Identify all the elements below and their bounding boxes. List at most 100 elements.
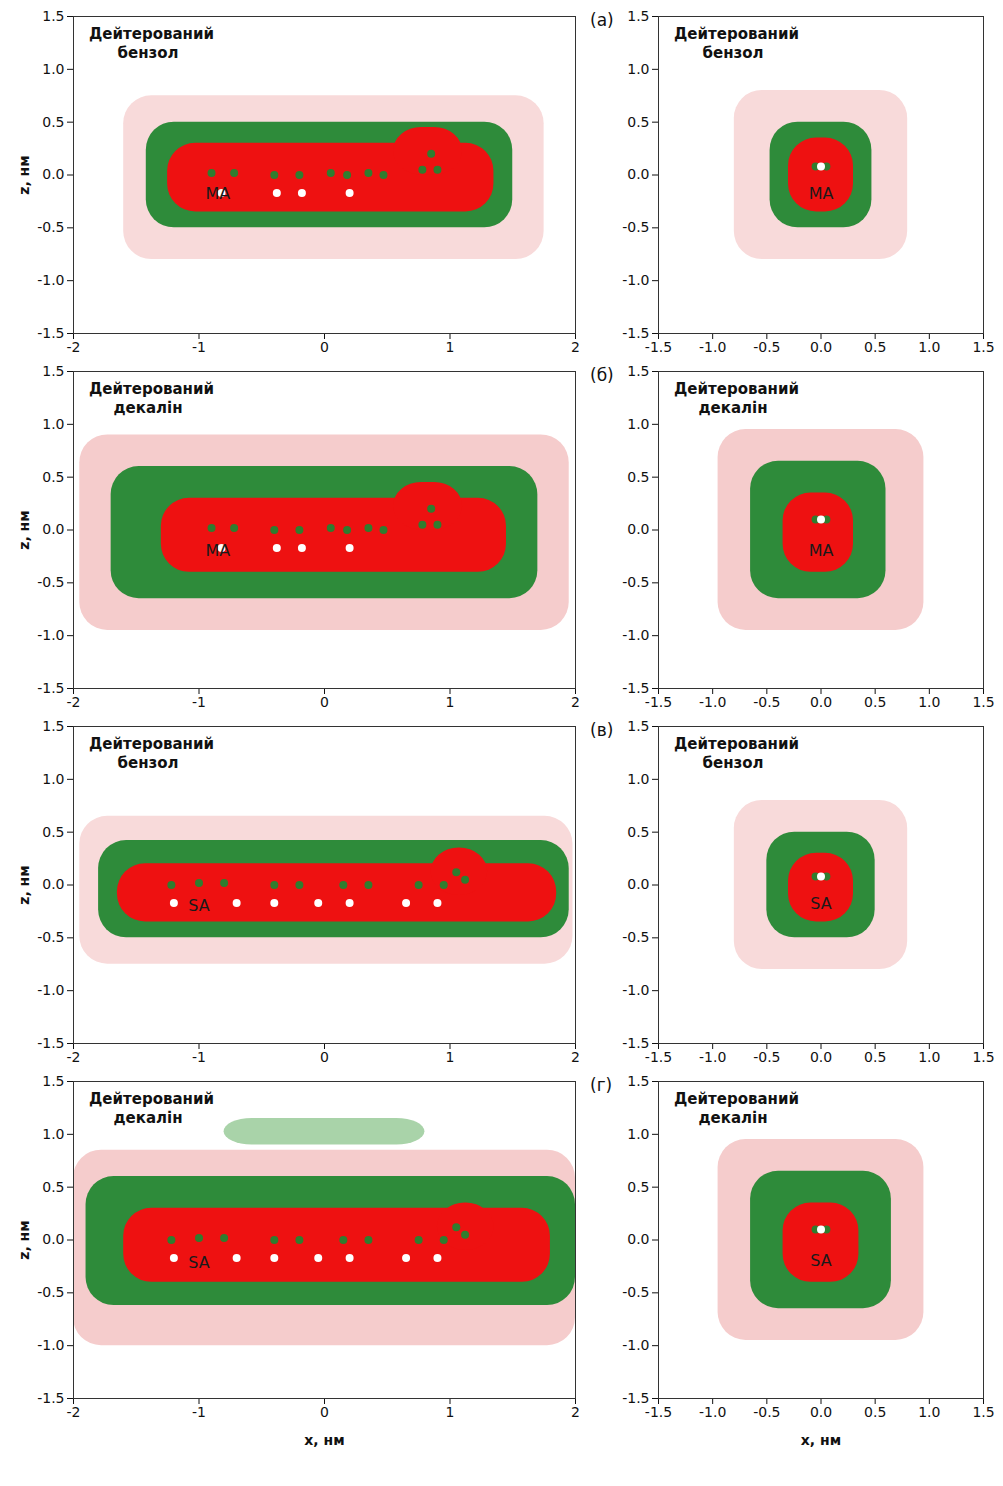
svg-text:z, нм: z, нм (16, 510, 32, 549)
svg-text:z, нм: z, нм (16, 155, 32, 194)
svg-text:-0.5: -0.5 (37, 219, 64, 235)
svg-text:SA: SA (188, 1253, 209, 1272)
svg-text:1.0: 1.0 (918, 1404, 940, 1420)
svg-text:MA: MA (205, 541, 230, 560)
svg-text:1.5: 1.5 (972, 1049, 994, 1065)
svg-text:1.0: 1.0 (627, 1126, 649, 1142)
svg-text:0.5: 0.5 (864, 694, 886, 710)
svg-text:0.5: 0.5 (42, 469, 64, 485)
svg-text:0: 0 (320, 694, 329, 710)
svg-text:-1: -1 (192, 1404, 206, 1420)
svg-text:0.5: 0.5 (627, 824, 649, 840)
svg-text:-1: -1 (192, 1049, 206, 1065)
svg-text:1.5: 1.5 (627, 363, 649, 379)
svg-text:MA: MA (809, 541, 834, 560)
svg-text:-0.5: -0.5 (753, 1404, 780, 1420)
svg-text:-1.0: -1.0 (37, 982, 64, 998)
svg-text:-1.5: -1.5 (645, 1404, 672, 1420)
svg-text:-0.5: -0.5 (622, 219, 649, 235)
svg-text:-1.0: -1.0 (699, 1049, 726, 1065)
svg-text:-1: -1 (192, 339, 206, 355)
svg-text:-1.0: -1.0 (699, 694, 726, 710)
svg-text:1.5: 1.5 (972, 1404, 994, 1420)
svg-text:0.0: 0.0 (810, 1049, 832, 1065)
svg-text:0.0: 0.0 (42, 876, 64, 892)
svg-text:0.0: 0.0 (810, 339, 832, 355)
svg-text:1.0: 1.0 (918, 1049, 940, 1065)
svg-text:-1: -1 (192, 694, 206, 710)
svg-text:0.5: 0.5 (627, 114, 649, 130)
svg-text:1.5: 1.5 (627, 1073, 649, 1089)
svg-text:1.0: 1.0 (627, 61, 649, 77)
svg-text:2: 2 (571, 1049, 580, 1065)
svg-text:2: 2 (571, 339, 580, 355)
svg-text:-1.0: -1.0 (622, 627, 649, 643)
svg-text:0.0: 0.0 (627, 521, 649, 537)
svg-text:1.5: 1.5 (627, 8, 649, 24)
svg-text:0.0: 0.0 (810, 694, 832, 710)
svg-text:MA: MA (205, 184, 230, 203)
svg-text:0.0: 0.0 (810, 1404, 832, 1420)
svg-text:z, нм: z, нм (16, 1220, 32, 1259)
svg-text:0: 0 (320, 339, 329, 355)
svg-text:0: 0 (320, 1049, 329, 1065)
svg-text:0.0: 0.0 (627, 1231, 649, 1247)
svg-text:1.0: 1.0 (42, 416, 64, 432)
svg-text:-2: -2 (67, 1049, 81, 1065)
svg-text:MA: MA (809, 184, 834, 203)
svg-text:1.5: 1.5 (42, 8, 64, 24)
svg-text:1.0: 1.0 (627, 416, 649, 432)
svg-text:1.0: 1.0 (627, 771, 649, 787)
svg-text:-0.5: -0.5 (622, 929, 649, 945)
svg-text:0: 0 (320, 1404, 329, 1420)
svg-text:x, нм: x, нм (304, 1432, 344, 1448)
svg-text:-0.5: -0.5 (622, 574, 649, 590)
svg-text:SA: SA (810, 1251, 831, 1270)
svg-text:-0.5: -0.5 (37, 929, 64, 945)
svg-text:SA: SA (188, 896, 209, 915)
svg-text:-1.5: -1.5 (645, 339, 672, 355)
svg-text:1.0: 1.0 (42, 61, 64, 77)
svg-text:1.5: 1.5 (42, 718, 64, 734)
svg-text:1.5: 1.5 (42, 363, 64, 379)
svg-text:1: 1 (446, 1404, 455, 1420)
svg-text:-1.0: -1.0 (622, 1337, 649, 1353)
svg-text:1.0: 1.0 (918, 694, 940, 710)
svg-text:1.5: 1.5 (972, 694, 994, 710)
svg-text:-1.0: -1.0 (622, 982, 649, 998)
svg-text:-0.5: -0.5 (37, 1284, 64, 1300)
svg-text:1: 1 (446, 339, 455, 355)
svg-text:0.5: 0.5 (864, 339, 886, 355)
svg-text:0.5: 0.5 (42, 824, 64, 840)
svg-text:2: 2 (571, 694, 580, 710)
svg-text:1: 1 (446, 694, 455, 710)
svg-text:0.0: 0.0 (42, 166, 64, 182)
svg-text:0.5: 0.5 (864, 1049, 886, 1065)
svg-text:-1.5: -1.5 (645, 1049, 672, 1065)
svg-text:1.0: 1.0 (42, 1126, 64, 1142)
svg-text:-1.5: -1.5 (37, 1390, 64, 1406)
svg-text:0.5: 0.5 (627, 1179, 649, 1195)
svg-text:-1.0: -1.0 (37, 1337, 64, 1353)
svg-text:-1.5: -1.5 (37, 1035, 64, 1051)
svg-text:-1.5: -1.5 (37, 325, 64, 341)
svg-text:1.0: 1.0 (918, 339, 940, 355)
svg-text:-1.0: -1.0 (37, 272, 64, 288)
svg-text:-1.5: -1.5 (645, 694, 672, 710)
svg-text:-0.5: -0.5 (753, 339, 780, 355)
svg-text:1.5: 1.5 (42, 1073, 64, 1089)
svg-text:0.0: 0.0 (627, 876, 649, 892)
svg-text:-0.5: -0.5 (622, 1284, 649, 1300)
svg-text:2: 2 (571, 1404, 580, 1420)
svg-text:-1.0: -1.0 (699, 1404, 726, 1420)
svg-text:0.5: 0.5 (42, 114, 64, 130)
svg-text:SA: SA (810, 894, 831, 913)
svg-text:0.0: 0.0 (42, 1231, 64, 1247)
svg-text:1.5: 1.5 (627, 718, 649, 734)
svg-text:0.5: 0.5 (627, 469, 649, 485)
svg-text:1.5: 1.5 (972, 339, 994, 355)
svg-text:-0.5: -0.5 (753, 694, 780, 710)
svg-text:1.0: 1.0 (42, 771, 64, 787)
svg-text:-2: -2 (67, 1404, 81, 1420)
svg-text:-0.5: -0.5 (753, 1049, 780, 1065)
